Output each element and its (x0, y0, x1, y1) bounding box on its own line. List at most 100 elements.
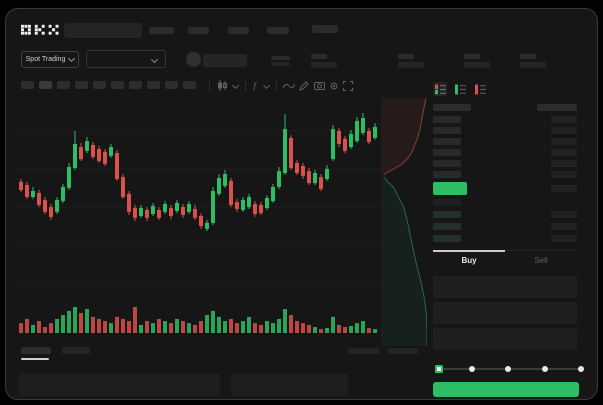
volume-bar (337, 324, 341, 333)
market-type-dropdown[interactable]: Spot Trading (21, 51, 79, 68)
timeframe-button-2[interactable] (39, 81, 52, 89)
volume-bar (103, 321, 107, 333)
volume-bar (151, 323, 155, 333)
volume-bar (259, 324, 263, 333)
volume-bar (223, 321, 227, 333)
chart-scale-button-2[interactable] (388, 348, 418, 354)
indicators-icon[interactable]: ƒ (252, 80, 258, 91)
nav-item-4[interactable] (267, 27, 289, 34)
ask-row[interactable] (433, 125, 577, 136)
bid-row[interactable] (433, 208, 577, 220)
slider-handle[interactable] (435, 365, 443, 373)
timeframe-button-3[interactable] (57, 81, 70, 89)
slider-stop-75pct[interactable] (541, 366, 548, 372)
timeframe-button-6[interactable] (111, 81, 124, 89)
pair-selector-dropdown[interactable] (86, 50, 166, 68)
amount-percent-slider[interactable] (435, 362, 584, 376)
candle-body (115, 153, 119, 179)
candle-body (37, 192, 41, 205)
candle-body (355, 120, 359, 142)
volume-bar (109, 323, 113, 333)
book-both-icon[interactable] (433, 82, 447, 96)
candle-body (223, 173, 227, 186)
chevron-down-icon (68, 54, 76, 63)
volume-bar (367, 328, 371, 333)
candle-body (289, 137, 293, 168)
slider-stop-50pct[interactable] (505, 366, 511, 372)
candle-body (325, 168, 329, 179)
indicators-chevron-icon[interactable] (262, 80, 271, 91)
timeframe-button-8[interactable] (147, 81, 160, 89)
volume-bar (31, 324, 35, 333)
candle-body (187, 203, 191, 212)
candle-style-icon[interactable] (217, 80, 228, 91)
volume-bar (55, 318, 59, 333)
nav-item-2[interactable] (188, 27, 209, 34)
amount-placeholder (551, 234, 577, 242)
bid-row[interactable] (433, 232, 577, 244)
volume-bar (115, 316, 119, 333)
slider-stop-100pct[interactable] (578, 366, 584, 372)
timeframe-button-10[interactable] (183, 81, 196, 89)
camera-icon[interactable] (314, 80, 325, 91)
volume-bar (187, 323, 191, 333)
amount-placeholder (551, 171, 577, 178)
settings-gear-icon[interactable] (329, 80, 339, 91)
total-input[interactable] (433, 328, 577, 350)
ask-row[interactable] (433, 158, 577, 169)
candle-body (319, 177, 323, 190)
line-tool-icon[interactable] (283, 80, 295, 91)
active-tab-underline (433, 250, 505, 252)
volume-bar (241, 321, 245, 333)
buy-button[interactable] (433, 382, 579, 397)
column-header-amount (537, 104, 577, 111)
chart-bottom-tab-1[interactable] (21, 347, 51, 354)
timeframe-button-4[interactable] (75, 81, 88, 89)
fullscreen-icon[interactable] (343, 80, 353, 91)
chart-bottom-tab-2[interactable] (62, 347, 90, 354)
timeframe-button-9[interactable] (165, 81, 178, 89)
bids-depth-line (383, 176, 427, 346)
book-asks-icon[interactable] (473, 82, 487, 96)
tab-buy[interactable]: Buy (461, 256, 477, 265)
stat-label-2 (398, 54, 414, 59)
candle-body (271, 186, 275, 202)
asks-depth-line (383, 97, 427, 176)
draw-pencil-icon[interactable] (299, 80, 309, 91)
ask-row[interactable] (433, 136, 577, 147)
stat-label-4 (520, 54, 536, 59)
volume-bar (283, 309, 287, 333)
stat-value-4 (520, 62, 546, 68)
nav-item-1[interactable] (149, 27, 174, 34)
candlestick-chart[interactable] (15, 96, 381, 341)
market-type-label: Spot Trading (25, 56, 66, 63)
slider-stop-25pct[interactable] (468, 366, 475, 372)
tab-sell[interactable]: Sell (534, 256, 548, 265)
candle-body (373, 126, 377, 138)
toolbar-divider (209, 81, 210, 91)
candle-style-chevron-icon[interactable] (231, 80, 240, 91)
amount-input[interactable] (433, 302, 577, 324)
bid-row[interactable] (433, 220, 577, 232)
search-input[interactable] (64, 23, 142, 38)
nav-item-3[interactable] (228, 27, 249, 34)
ask-row[interactable] (433, 169, 577, 180)
okx-logo (21, 24, 59, 35)
ask-row[interactable] (433, 147, 577, 158)
price-input[interactable] (433, 276, 577, 298)
nav-item-5[interactable] (312, 25, 338, 33)
app-window: Spot Trading ƒ (5, 8, 598, 400)
volume-bar (67, 310, 71, 333)
timeframe-button-1[interactable] (21, 81, 34, 89)
candle-body (91, 144, 95, 157)
book-bids-icon[interactable] (453, 82, 467, 96)
amount-placeholder (551, 127, 577, 134)
last-price-row[interactable] (433, 180, 577, 196)
ask-row[interactable] (433, 114, 577, 125)
bid-row-dim[interactable] (433, 196, 577, 208)
volume-bar (355, 323, 359, 333)
candle-body (85, 141, 89, 151)
timeframe-button-5[interactable] (93, 81, 106, 89)
timeframe-button-7[interactable] (129, 81, 142, 89)
chart-scale-button-1[interactable] (348, 348, 379, 354)
